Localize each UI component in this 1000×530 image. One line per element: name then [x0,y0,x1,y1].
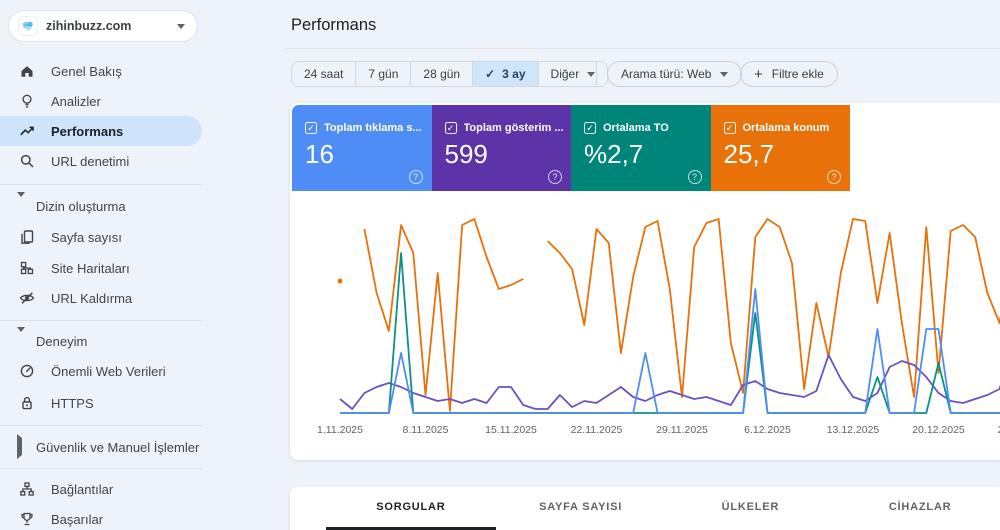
checkbox-checked-icon[interactable]: ✓ [444,122,457,134]
sidebar-divider [0,468,202,469]
metric-value: 16 [305,139,334,169]
sidebar-item-onemli-web-verileri[interactable]: Önemli Web Verileri [0,356,202,386]
header-divider [285,48,1000,49]
share-tree-icon [19,481,35,497]
check-icon: ✓ [485,67,496,81]
chevron-down-icon [177,23,185,29]
sidebar-item-genel-bakis[interactable]: Genel Bakış [0,56,202,86]
eye-off-icon [19,290,35,306]
site-favicon-icon [19,17,37,35]
sidebar-item-url-denetimi[interactable]: URL denetimi [0,146,202,176]
sidebar-item-site-haritalari[interactable]: Site Haritaları [0,253,202,283]
help-icon[interactable]: ? [687,170,702,184]
checkbox-checked-icon[interactable]: ✓ [305,122,317,134]
tab-sayfa-sayisi[interactable]: SAYFA SAYISI [539,501,623,513]
sidebar-section-deneyim[interactable]: Deneyim [0,327,202,355]
chevron-down-icon [587,71,596,77]
tab-cihazlar[interactable]: CİHAZLAR [888,501,952,513]
sidebar-divider [0,184,202,185]
page-title: Performans [291,16,377,34]
metric-cards: ✓ Toplam tıklama s... 16 ? ✓ Toplam göst… [292,105,850,191]
sidebar: zihinbuzz.com Genel Bakış Analizler Perf… [0,0,202,530]
filter-separator [596,61,597,87]
gauge-icon [19,363,35,379]
chip-3-ay[interactable]: ✓ 3 ay [473,62,539,86]
help-icon[interactable]: ? [548,170,562,184]
sidebar-item-https[interactable]: HTTPS [0,388,202,418]
property-name: zihinbuzz.com [46,19,132,33]
sidebar-item-basarilar[interactable]: Başarılar [0,504,202,530]
help-icon[interactable]: ? [408,170,423,184]
metric-card-position[interactable]: ✓ Ortalama konum 25,7 ? [710,105,850,191]
performance-chart[interactable]: 1.11.2025 8.11.2025 15.11.2025 22.11.2025 29… [290,195,1000,445]
sidebar-divider [0,320,202,321]
plus-icon: + [754,65,763,83]
chevron-down-icon [17,192,27,215]
svg-text:8.11.2025: 8.11.2025 [403,424,449,436]
search-icon [19,153,35,169]
svg-text:20.12.2025: 20.12.2025 [912,424,965,436]
trophy-icon [19,511,35,527]
help-icon[interactable]: ? [827,170,841,184]
sidebar-item-sayfa-sayisi[interactable]: Sayfa sayısı [0,222,202,252]
metric-card-ctr[interactable]: ✓ Ortalama TO %2,7 ? [571,105,711,191]
sidebar-section-guvenlik[interactable]: Güvenlik ve Manuel İşlemler [0,433,202,461]
chip-7-gun[interactable]: 7 gün [356,62,412,86]
sidebar-item-baglantilar[interactable]: Bağlantılar [0,474,202,504]
dimension-tabs: SORGULAR SAYFA SAYISI ÜLKELER CİHAZLAR [290,487,1000,530]
sidebar-item-url-kaldirma[interactable]: URL Kaldırma [0,283,202,313]
search-type-button[interactable]: Arama türü: Web [607,61,743,87]
svg-text:29.11.2025: 29.11.2025 [656,424,708,436]
metric-value: 25,7 [723,139,775,169]
lock-icon [19,395,35,411]
svg-text:22.11.2025: 22.11.2025 [571,424,623,436]
chevron-down-icon [17,327,27,350]
tab-sorgular[interactable]: SORGULAR [326,487,496,530]
dimension-tabs-card: SORGULAR SAYFA SAYISI ÜLKELER CİHAZLAR [290,487,1000,530]
pages-icon [19,229,35,245]
sidebar-section-dizin-olusturma[interactable]: Dizin oluşturma [0,192,202,220]
tab-ulkeler[interactable]: ÜLKELER [721,501,780,513]
sidebar-item-performans[interactable]: Performans [0,116,202,146]
performance-panel: ✓ Toplam tıklama s... 16 ? ✓ Toplam göst… [290,103,1000,460]
sitemap-icon [19,260,35,276]
svg-text:13.12.2025: 13.12.2025 [827,424,880,436]
chevron-right-icon [17,434,27,459]
metric-card-impressions[interactable]: ✓ Toplam gösterim ... 599 ? [431,105,571,191]
checkbox-checked-icon[interactable]: ✓ [584,122,596,134]
svg-text:27.12.2025: 27.12.2025 [998,424,1000,436]
chip-24-saat[interactable]: 24 saat [292,62,357,86]
add-filter-button[interactable]: + Filtre ekle [740,61,838,87]
metric-value: %2,7 [584,139,644,169]
sidebar-divider [0,425,202,426]
svg-text:1.11.2025: 1.11.2025 [317,424,363,436]
chip-diger[interactable]: Diğer [539,62,608,86]
checkbox-checked-icon[interactable]: ✓ [723,122,736,134]
metric-value: 599 [444,139,488,169]
svg-text:15.11.2025: 15.11.2025 [485,424,537,436]
lightbulb-icon [19,93,35,109]
chip-28-gun[interactable]: 28 gün [411,62,474,86]
sidebar-item-analizler[interactable]: Analizler [0,86,202,116]
home-icon [19,63,35,79]
property-selector[interactable]: zihinbuzz.com [8,10,198,42]
date-range-chip-group: 24 saat 7 gün 28 gün ✓ 3 ay Diğer [291,61,609,87]
metric-card-clicks[interactable]: ✓ Toplam tıklama s... 16 ? [292,105,432,191]
trending-up-icon [19,123,35,139]
svg-text:6.12.2025: 6.12.2025 [744,424,791,436]
chevron-down-icon [720,71,729,77]
